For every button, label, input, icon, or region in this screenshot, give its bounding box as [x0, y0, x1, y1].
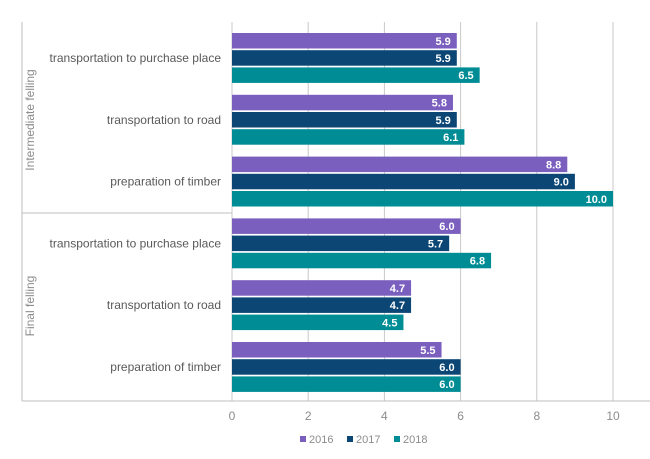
- legend: 2016 2017 2018: [300, 434, 427, 446]
- data-label: 6.0: [439, 221, 454, 233]
- bar-2017: [232, 173, 575, 190]
- bar-2018: [232, 376, 461, 392]
- data-label: 6.8: [470, 256, 485, 268]
- legend-swatch-2018: [394, 436, 400, 442]
- category-label: transportation to purchase place: [50, 236, 222, 250]
- data-label: 5.7: [428, 238, 443, 250]
- data-label: 6.0: [439, 379, 454, 391]
- bars: [232, 33, 613, 392]
- category-label: preparation of timber: [110, 360, 221, 374]
- bar-2016: [232, 280, 412, 296]
- category-labels: transportation to purchase place transpor…: [23, 51, 221, 374]
- bar-2018: [232, 67, 480, 83]
- data-labels: 5.9 5.9 6.5 5.8 5.9 6.1 8.8 9.0 10.0 6.0 5.7 6.8 4.7…: [382, 36, 607, 391]
- bar-2016: [232, 156, 568, 173]
- bar-2017: [232, 112, 457, 128]
- bar-2018: [232, 129, 465, 145]
- group-label: Final felling: [23, 276, 37, 337]
- legend-swatch-2017: [347, 436, 353, 442]
- bar-2017: [232, 297, 412, 313]
- legend-swatch-2016: [300, 436, 306, 442]
- legend-label-2017: 2017: [356, 434, 380, 446]
- category-label: preparation of timber: [110, 175, 221, 189]
- category-label: transportation to road: [107, 298, 221, 312]
- x-tick-label: 4: [381, 409, 388, 423]
- x-tick-label: 8: [533, 409, 540, 423]
- data-label: 6.5: [458, 70, 473, 82]
- data-label: 4.7: [390, 283, 405, 295]
- data-label: 4.5: [382, 317, 397, 329]
- data-label: 10.0: [586, 194, 607, 206]
- data-label: 6.1: [443, 132, 458, 144]
- bar-2016: [232, 218, 461, 234]
- bar-2017: [232, 50, 457, 66]
- data-label: 9.0: [554, 177, 569, 189]
- group-label: Intermediate felling: [23, 69, 37, 170]
- data-label: 4.7: [390, 300, 405, 312]
- data-label: 8.8: [546, 159, 561, 171]
- bar-2018: [232, 191, 613, 207]
- bar-2017: [232, 235, 450, 252]
- x-tick-label: 2: [305, 409, 312, 423]
- x-axis-ticks: 0 2 4 6 8 10: [229, 409, 620, 423]
- bar-2018: [232, 314, 404, 331]
- legend-label-2018: 2018: [403, 434, 427, 446]
- x-tick-label: 6: [457, 409, 464, 423]
- bar-2016: [232, 342, 442, 358]
- data-label: 5.9: [435, 53, 450, 65]
- gridlines: [21, 22, 650, 402]
- x-tick-label: 10: [606, 409, 620, 423]
- legend-label-2016: 2016: [309, 434, 333, 446]
- data-label: 5.9: [435, 36, 450, 48]
- bar-2016: [232, 94, 453, 111]
- data-label: 5.5: [420, 345, 435, 357]
- category-label: transportation to purchase place: [50, 51, 222, 65]
- data-label: 6.0: [439, 362, 454, 374]
- data-label: 5.9: [435, 115, 450, 127]
- data-label: 5.8: [432, 98, 447, 110]
- bar-2017: [232, 359, 461, 375]
- category-label: transportation to road: [107, 113, 221, 127]
- x-tick-label: 0: [229, 409, 236, 423]
- bar-2018: [232, 252, 492, 269]
- bar-2016: [232, 33, 457, 49]
